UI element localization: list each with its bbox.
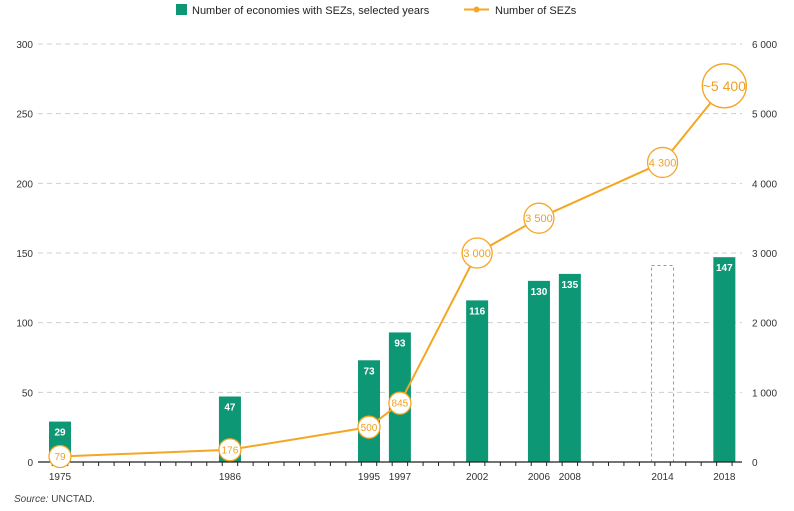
x-tick-label: 2018: [713, 472, 736, 483]
x-tick-label: 2006: [528, 472, 551, 483]
source-prefix: Source:: [14, 494, 49, 505]
line-marker: [218, 438, 242, 462]
bar-value-label: 130: [531, 287, 548, 298]
line-path: [59, 85, 726, 458]
y-left-tick-label: 300: [16, 40, 33, 51]
line-marker: [646, 146, 679, 179]
y-axis-left: 0 50 100 150 200 250 300: [16, 40, 33, 469]
bar: [713, 257, 736, 462]
x-tick-label: 2002: [466, 472, 489, 483]
bar-value-label: 29: [54, 428, 66, 439]
line-value-label: ~5 400: [703, 78, 746, 94]
y-right-tick-label: 5 000: [752, 110, 777, 121]
line-value-label: 4 300: [649, 157, 677, 169]
line-value-label: 3 000: [463, 248, 491, 260]
y-right-tick-label: 1 000: [752, 388, 777, 399]
line-marker: [388, 391, 412, 415]
legend-label-bar: Number of economies with SEZs, selected …: [192, 5, 430, 17]
line-marker: [701, 63, 747, 109]
bar-value-label: 116: [469, 306, 486, 317]
x-tick-label: 2014: [651, 472, 674, 483]
legend-bar-swatch: [176, 4, 187, 15]
source-note: Source: UNCTAD.: [14, 494, 95, 505]
y-left-tick-label: 0: [27, 458, 33, 469]
line-marker: [523, 202, 555, 234]
x-axis: 1975 1986 1995 1997 2002 2006 2008 2014 2018: [38, 461, 742, 483]
y-right-tick-label: 2 000: [752, 319, 777, 330]
bar-value-label: 47: [224, 403, 236, 414]
x-tick-label: 1986: [219, 472, 242, 483]
y-left-tick-label: 50: [22, 388, 34, 399]
legend-line-marker: [473, 6, 480, 13]
bar-placeholder: [651, 265, 675, 463]
line-marker: [461, 237, 493, 269]
y-left-tick-label: 200: [16, 179, 33, 190]
source-text: UNCTAD.: [48, 494, 95, 505]
line-series: 79 176 500 845 3 000 3 500 4 300 ~5 400: [48, 63, 747, 469]
x-tick-label: 1975: [49, 472, 72, 483]
line-marker: [357, 415, 381, 439]
bar-value-label: 93: [394, 338, 406, 349]
x-tick-label: 1995: [358, 472, 381, 483]
line-marker: [48, 444, 72, 469]
y-right-tick-label: 6 000: [752, 40, 777, 51]
line-value-label: 845: [392, 399, 409, 410]
y-left-tick-label: 250: [16, 110, 33, 121]
y-right-tick-label: 4 000: [752, 179, 777, 190]
legend-label-line: Number of SEZs: [495, 5, 577, 17]
line-value-label: 500: [361, 423, 378, 434]
y-right-tick-label: 3 000: [752, 249, 777, 260]
line-value-label: 176: [222, 445, 239, 456]
legend: Number of economies with SEZs, selected …: [176, 4, 577, 17]
y-left-tick-label: 150: [16, 249, 33, 260]
bar-series: 29 47 73 93 116 130 135 147: [49, 257, 736, 463]
y-axis-right: 0 1 000 2 000 3 000 4 000 5 000 6 000: [752, 40, 777, 469]
bar-value-label: 135: [562, 280, 579, 291]
y-left-tick-label: 100: [16, 319, 33, 330]
line-value-label: 79: [54, 452, 66, 463]
line-value-label: 3 500: [525, 213, 553, 225]
y-right-tick-label: 0: [752, 458, 758, 469]
x-tick-label: 2008: [559, 472, 582, 483]
bar: [558, 273, 581, 462]
bar: [527, 280, 550, 462]
bar: [466, 300, 489, 462]
grid-lines: [38, 43, 742, 393]
bar-value-label: 73: [363, 366, 375, 377]
bar-value-label: 147: [716, 263, 733, 274]
x-tick-label: 1997: [389, 472, 412, 483]
